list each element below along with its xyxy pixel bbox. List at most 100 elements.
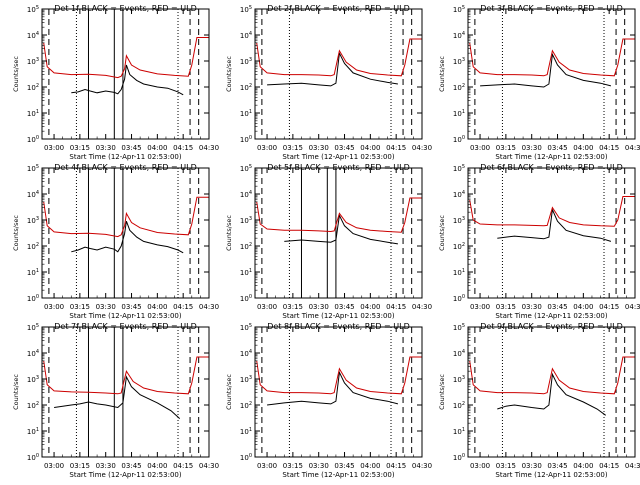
x-tick-label: 04:00 xyxy=(360,144,380,152)
y-tick-label: 101 xyxy=(240,109,252,118)
events-series-line xyxy=(497,372,606,416)
y-tick-label: 100 xyxy=(240,453,252,462)
y-tick-label: 105 xyxy=(240,323,252,332)
uld-series-line xyxy=(469,38,635,77)
x-tick-label: 04:15 xyxy=(386,303,406,311)
x-tick-label: 03:15 xyxy=(496,303,516,311)
panel-title: Det 7f BLACK = Events, RED = ULD xyxy=(54,322,197,331)
x-tick-label: 03:30 xyxy=(309,144,329,152)
y-tick-label: 104 xyxy=(453,31,465,40)
y-tick-label: 101 xyxy=(453,268,465,277)
plot-frame xyxy=(467,167,636,299)
uld-series-line xyxy=(256,356,422,395)
x-tick-label: 03:00 xyxy=(470,144,490,152)
x-tick-label: 03:30 xyxy=(96,303,116,311)
plot-frame xyxy=(254,167,423,299)
panel-title: Det 4f BLACK = Events, RED = ULD xyxy=(54,163,197,172)
x-tick-label: 04:00 xyxy=(573,303,593,311)
x-tick-label: 03:45 xyxy=(334,462,354,470)
x-tick-label: 03:30 xyxy=(522,462,542,470)
plot-frame xyxy=(467,8,636,140)
events-series-line xyxy=(497,207,612,242)
y-tick-label: 102 xyxy=(240,401,252,410)
x-tick-label: 03:45 xyxy=(121,303,141,311)
y-tick-label: 103 xyxy=(240,57,252,66)
x-tick-label: 04:15 xyxy=(599,144,619,152)
events-series-line xyxy=(54,375,181,419)
x-tick-label: 04:15 xyxy=(386,462,406,470)
y-tick-label: 104 xyxy=(453,190,465,199)
events-series-line xyxy=(71,221,184,254)
x-axis-label: Start Time (12-Apr-11 02:53:00) xyxy=(495,471,607,479)
x-tick-label: 04:30 xyxy=(199,462,219,470)
x-axis-label: Start Time (12-Apr-11 02:53:00) xyxy=(69,312,181,320)
plot-frame xyxy=(41,167,210,299)
y-tick-label: 101 xyxy=(453,427,465,436)
y-tick-label: 100 xyxy=(453,453,465,462)
x-tick-label: 04:30 xyxy=(199,144,219,152)
x-tick-label: 03:45 xyxy=(547,144,567,152)
y-tick-label: 104 xyxy=(240,190,252,199)
x-tick-label: 03:00 xyxy=(44,462,64,470)
x-tick-label: 03:00 xyxy=(257,144,277,152)
y-axis-label: Counts/sec xyxy=(225,56,233,92)
x-axis-label: Start Time (12-Apr-11 02:53:00) xyxy=(282,312,394,320)
x-tick-label: 03:00 xyxy=(257,303,277,311)
panel-title: Det 5f BLACK = Events, RED = ULD xyxy=(267,163,410,172)
y-tick-label: 101 xyxy=(240,268,252,277)
y-tick-label: 104 xyxy=(27,190,39,199)
x-tick-label: 03:00 xyxy=(470,303,490,311)
uld-series-line xyxy=(256,197,422,233)
x-axis-label: Start Time (12-Apr-11 02:53:00) xyxy=(495,312,607,320)
x-tick-label: 03:00 xyxy=(44,303,64,311)
plot-frame xyxy=(41,326,210,458)
x-tick-label: 03:45 xyxy=(121,462,141,470)
x-tick-label: 03:45 xyxy=(334,144,354,152)
y-axis-label: Counts/sec xyxy=(12,374,20,410)
x-axis-label: Start Time (12-Apr-11 02:53:00) xyxy=(282,471,394,479)
y-tick-label: 103 xyxy=(453,57,465,66)
y-tick-label: 102 xyxy=(453,242,465,251)
y-tick-label: 102 xyxy=(453,83,465,92)
y-axis-label: Counts/sec xyxy=(12,215,20,251)
y-tick-label: 102 xyxy=(240,242,252,251)
y-tick-label: 104 xyxy=(240,31,252,40)
y-tick-label: 103 xyxy=(27,375,39,384)
y-axis-label: Counts/sec xyxy=(438,215,446,251)
x-tick-label: 03:30 xyxy=(309,303,329,311)
x-axis-label: Start Time (12-Apr-11 02:53:00) xyxy=(69,153,181,161)
y-axis-label: Counts/sec xyxy=(12,56,20,92)
panel-title: Det 6f BLACK = Events, RED = ULD xyxy=(480,163,623,172)
x-tick-label: 04:15 xyxy=(173,462,193,470)
x-tick-label: 04:00 xyxy=(360,462,380,470)
events-series-line xyxy=(71,64,184,96)
y-tick-label: 101 xyxy=(453,109,465,118)
events-series-line xyxy=(267,51,398,87)
uld-series-line xyxy=(256,38,422,77)
x-tick-label: 03:45 xyxy=(547,303,567,311)
x-tick-label: 03:30 xyxy=(96,462,116,470)
x-tick-label: 03:45 xyxy=(121,144,141,152)
y-tick-label: 102 xyxy=(27,401,39,410)
x-tick-label: 04:00 xyxy=(360,303,380,311)
plot-frame xyxy=(467,326,636,458)
x-tick-label: 03:30 xyxy=(96,144,116,152)
y-tick-label: 104 xyxy=(453,349,465,358)
y-tick-label: 102 xyxy=(240,83,252,92)
y-tick-label: 102 xyxy=(27,242,39,251)
y-tick-label: 100 xyxy=(240,294,252,303)
y-axis-label: Counts/sec xyxy=(438,56,446,92)
plot-frame xyxy=(254,8,423,140)
y-tick-label: 105 xyxy=(240,5,252,14)
plot-frame xyxy=(41,8,210,140)
y-tick-label: 100 xyxy=(453,294,465,303)
events-series-line xyxy=(284,213,398,245)
panel-title: Det 9f BLACK = Events, RED = ULD xyxy=(480,322,623,331)
y-tick-label: 100 xyxy=(27,453,39,462)
x-axis-label: Start Time (12-Apr-11 02:53:00) xyxy=(282,153,394,161)
y-tick-label: 103 xyxy=(240,216,252,225)
x-tick-label: 04:15 xyxy=(173,144,193,152)
y-tick-label: 100 xyxy=(453,135,465,144)
